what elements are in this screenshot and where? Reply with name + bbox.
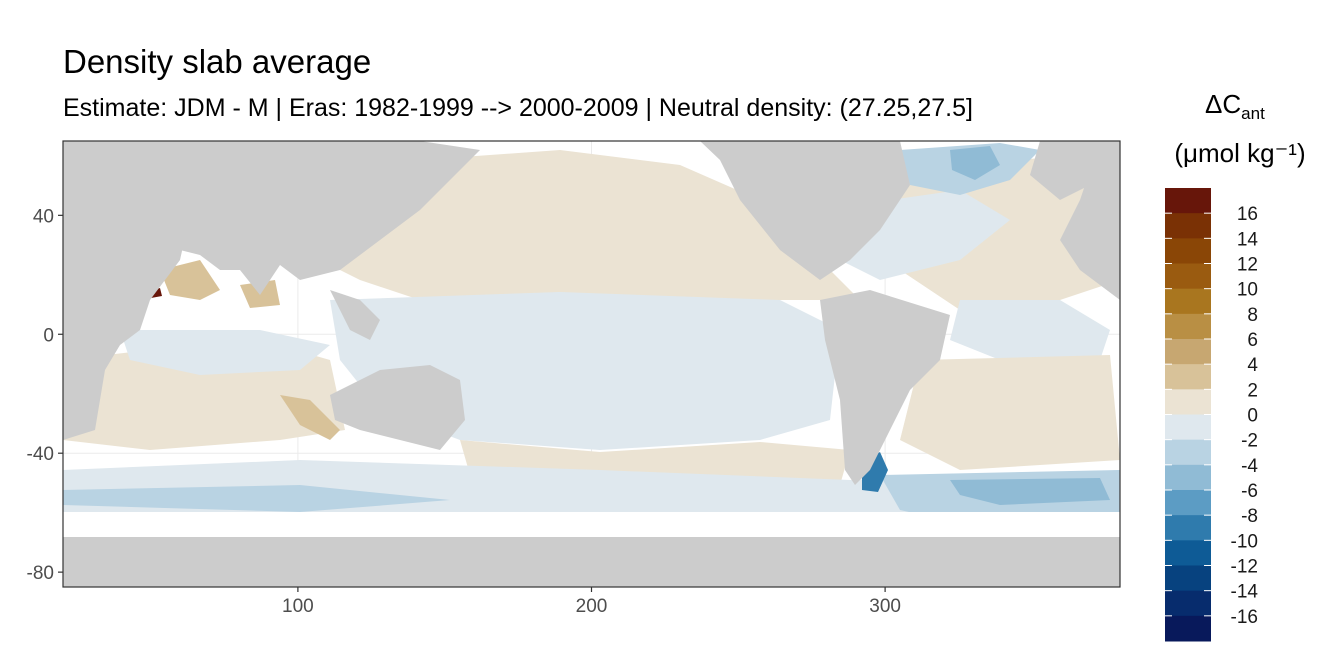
legend-label: 2 bbox=[1247, 380, 1258, 401]
legend-label: 4 bbox=[1247, 355, 1258, 376]
legend-label: 6 bbox=[1247, 330, 1258, 351]
legend-label: -8 bbox=[1241, 506, 1258, 527]
land-europe bbox=[1060, 141, 1120, 300]
legend-color-swatch bbox=[1165, 540, 1211, 566]
legend-title: ΔCant bbox=[1205, 89, 1265, 123]
legend-units: (μmol kg⁻¹) bbox=[1174, 138, 1305, 168]
ocean-field-arabian-sea bbox=[160, 260, 220, 300]
antarctic-no-data-band bbox=[63, 512, 1120, 537]
legend-label: -14 bbox=[1231, 582, 1259, 603]
ocean-field-southern-ocean-band bbox=[63, 485, 450, 512]
ocean-field-southern-atlantic-core bbox=[950, 478, 1110, 505]
chart-title: Density slab average bbox=[63, 43, 372, 80]
land-australia bbox=[330, 365, 465, 450]
legend-label: -16 bbox=[1231, 607, 1258, 628]
legend-color-swatch bbox=[1165, 213, 1211, 239]
ocean-field-indian-equatorial bbox=[120, 330, 330, 375]
ocean-field-subpolar-core bbox=[950, 146, 1000, 180]
legend-label: 16 bbox=[1237, 204, 1258, 225]
y-tick-label: 40 bbox=[33, 206, 54, 227]
legend-color-swatch bbox=[1165, 339, 1211, 365]
legend-color-swatch bbox=[1165, 590, 1211, 617]
x-tick-label: 200 bbox=[576, 596, 608, 617]
land-antarctica bbox=[63, 537, 1120, 587]
legend-color-swatch bbox=[1165, 263, 1211, 290]
legend-color-swatch bbox=[1165, 565, 1211, 592]
land-north-america bbox=[700, 141, 910, 280]
legend-color-swatch bbox=[1165, 238, 1211, 264]
legend-color-swatch bbox=[1165, 464, 1211, 491]
legend-color-swatch bbox=[1165, 615, 1211, 642]
land-eurasia bbox=[150, 141, 480, 295]
legend-label: 12 bbox=[1237, 255, 1258, 276]
legend-color-swatch bbox=[1165, 188, 1211, 214]
x-tick-label: 100 bbox=[282, 596, 314, 617]
legend-label: -2 bbox=[1241, 431, 1258, 452]
land bbox=[63, 141, 1120, 587]
legend-title-subscript: ant bbox=[1241, 104, 1265, 123]
legend-color-swatch bbox=[1165, 439, 1211, 466]
legend-color-swatch bbox=[1165, 313, 1211, 340]
ocean-field-indian-positive bbox=[280, 395, 340, 440]
legend-label: 10 bbox=[1237, 280, 1258, 301]
legend: ΔCant (μmol kg⁻¹) 16 14 12 10 8 6 4 2 0 -2 -4 -6 -8 -10… bbox=[1165, 89, 1306, 642]
chart-subtitle: Estimate: JDM - M | Eras: 1982-1999 --> … bbox=[63, 94, 973, 122]
legend-color-swatch bbox=[1165, 414, 1211, 441]
legend-color-swatch bbox=[1165, 490, 1211, 516]
land-southeast-asia bbox=[330, 290, 380, 340]
legend-color-swatch bbox=[1165, 288, 1211, 315]
y-tick-label: -80 bbox=[27, 563, 54, 584]
legend-label: 0 bbox=[1247, 406, 1258, 427]
y-tick-label: -40 bbox=[27, 444, 54, 465]
legend-color-swatch bbox=[1165, 389, 1211, 415]
legend-color-swatch bbox=[1165, 515, 1211, 541]
ocean-field-south-atlantic bbox=[900, 355, 1120, 470]
legend-label: 8 bbox=[1247, 305, 1258, 326]
y-tick-label: 0 bbox=[43, 325, 54, 346]
legend-label: 14 bbox=[1237, 229, 1259, 250]
legend-color-swatch bbox=[1165, 364, 1211, 390]
land-south-america bbox=[820, 290, 950, 485]
x-tick-label: 300 bbox=[869, 596, 901, 617]
legend-label: -4 bbox=[1241, 456, 1258, 477]
legend-label: -10 bbox=[1231, 531, 1258, 552]
map-layer bbox=[63, 141, 1120, 587]
legend-label: -12 bbox=[1231, 557, 1258, 578]
legend-label: -6 bbox=[1241, 481, 1258, 502]
ocean-field-equatorial-atlantic bbox=[950, 300, 1110, 360]
